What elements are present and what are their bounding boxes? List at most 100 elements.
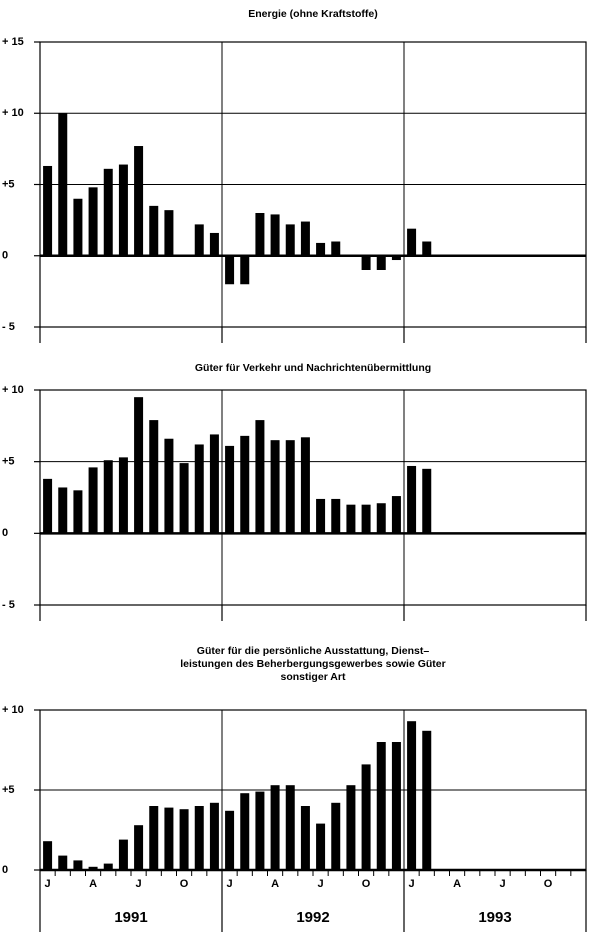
chart-title: leistungen des Beherbergungsgewerbes sow… <box>180 658 445 670</box>
bar <box>43 478 53 534</box>
bar <box>255 791 265 870</box>
bar <box>103 460 113 534</box>
bar <box>376 503 386 534</box>
bar <box>103 863 113 870</box>
x-tick-label: A <box>453 878 461 890</box>
x-tick-label: J <box>409 878 415 890</box>
y-tick-label: 0 <box>2 864 8 876</box>
bar <box>407 721 417 870</box>
bar <box>58 113 68 256</box>
bar <box>331 241 341 256</box>
y-tick-label: 0 <box>2 527 8 539</box>
bar <box>58 487 68 534</box>
x-tick-label: A <box>89 878 97 890</box>
bar <box>73 198 83 256</box>
x-tick-label: J <box>227 878 233 890</box>
bar <box>422 468 432 534</box>
bar <box>209 434 219 534</box>
bar <box>58 855 68 870</box>
bar <box>391 255 401 261</box>
bar <box>88 866 98 870</box>
bar <box>194 444 204 534</box>
bar <box>164 807 174 870</box>
bar <box>179 463 189 534</box>
bar <box>361 504 371 534</box>
bar <box>270 214 280 256</box>
bar <box>43 165 53 256</box>
x-tick-label: A <box>271 878 279 890</box>
bar <box>43 841 53 870</box>
x-tick-label: O <box>544 878 553 890</box>
bar <box>407 228 417 256</box>
bar <box>300 806 310 870</box>
y-tick-label: + 10 <box>2 704 24 716</box>
bar <box>285 440 295 534</box>
bar <box>149 420 159 534</box>
bar <box>331 802 341 870</box>
year-label: 1991 <box>114 909 147 926</box>
bar <box>209 232 219 256</box>
bar <box>346 785 356 870</box>
x-tick-label: J <box>45 878 51 890</box>
bar <box>149 806 159 870</box>
x-tick-label: J <box>500 878 506 890</box>
bar <box>225 810 235 870</box>
bar <box>422 730 432 870</box>
y-tick-label: - 5 <box>2 321 15 333</box>
bar <box>103 168 113 256</box>
bar <box>407 465 417 534</box>
bar <box>361 255 371 270</box>
bar <box>270 785 280 870</box>
chart-title: Güter für Verkehr und Nachrichtenübermit… <box>195 362 431 374</box>
bar <box>316 498 326 534</box>
bar <box>255 213 265 256</box>
bar <box>300 437 310 534</box>
bar <box>88 467 98 534</box>
y-tick-label: - 5 <box>2 599 15 611</box>
bar <box>240 793 250 870</box>
x-tick-label: O <box>180 878 189 890</box>
bar <box>194 224 204 256</box>
y-tick-label: 0 <box>2 250 8 262</box>
y-tick-label: + 10 <box>2 384 24 396</box>
bar <box>179 809 189 870</box>
bar <box>194 806 204 870</box>
bar <box>331 498 341 534</box>
bar <box>240 435 250 534</box>
bar <box>73 490 83 534</box>
bar <box>118 164 128 256</box>
bar <box>164 438 174 534</box>
y-tick-label: +5 <box>2 178 15 190</box>
bar <box>209 802 219 870</box>
y-tick-label: +5 <box>2 456 15 468</box>
bar <box>73 860 83 870</box>
bar <box>422 241 432 256</box>
bar <box>225 445 235 534</box>
x-tick-label: O <box>362 878 371 890</box>
bar <box>285 224 295 256</box>
bar <box>134 397 144 534</box>
year-label: 1992 <box>296 909 329 926</box>
bar <box>300 221 310 256</box>
x-tick-label: J <box>318 878 324 890</box>
y-tick-label: + 10 <box>2 107 24 119</box>
chart-title: sonstiger Art <box>281 671 346 683</box>
bar <box>164 210 174 256</box>
year-label: 1993 <box>478 909 511 926</box>
bar <box>316 242 326 256</box>
bar <box>255 420 265 534</box>
bar <box>88 187 98 256</box>
bar <box>361 764 371 870</box>
bar <box>346 504 356 534</box>
bar <box>134 825 144 870</box>
bar <box>376 742 386 870</box>
bar <box>134 146 144 256</box>
chart-title: Energie (ohne Kraftstoffe) <box>248 8 378 20</box>
chart-title: Güter für die persönliche Ausstattung, D… <box>197 645 430 657</box>
bar <box>316 823 326 870</box>
bar <box>118 839 128 870</box>
bar <box>149 205 159 256</box>
bar <box>240 255 250 285</box>
bar <box>225 255 235 285</box>
